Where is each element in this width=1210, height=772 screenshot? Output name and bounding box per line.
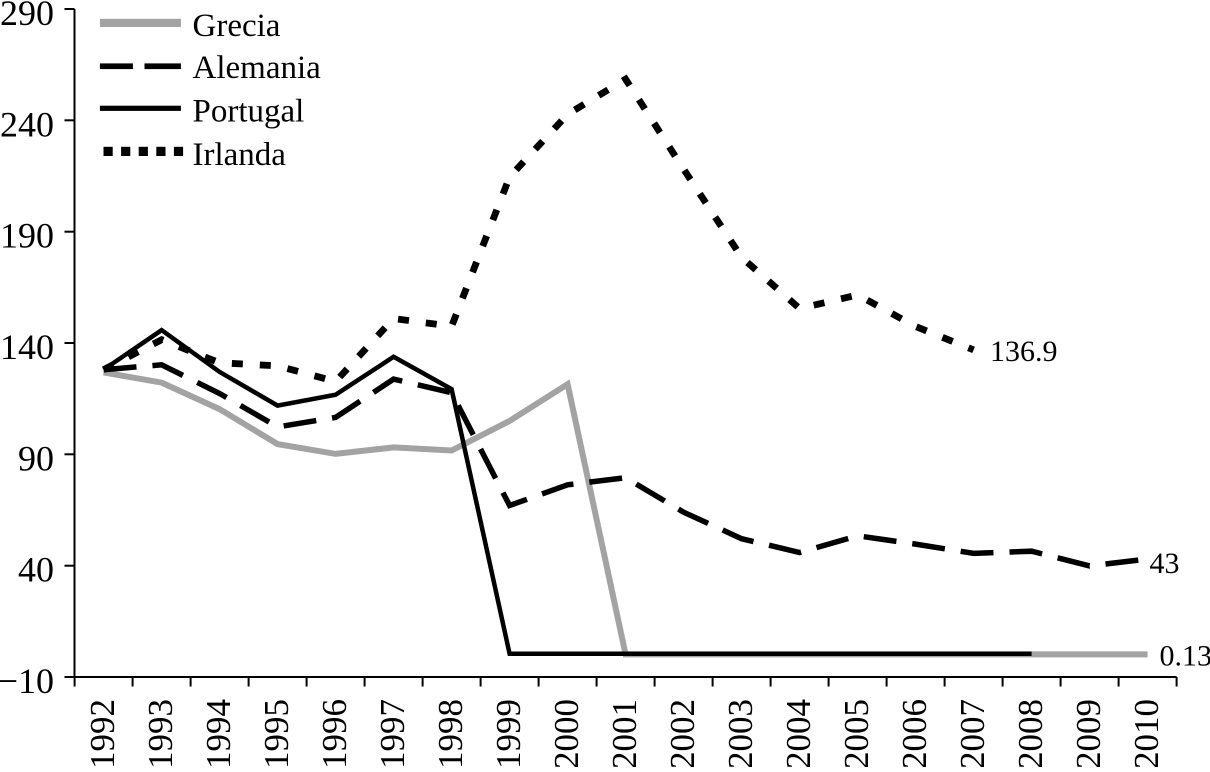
svg-text:2003: 2003 — [721, 699, 760, 767]
svg-text:190: 190 — [0, 216, 54, 256]
svg-text:43: 43 — [1150, 547, 1180, 580]
svg-text:90: 90 — [18, 438, 54, 478]
svg-text:2009: 2009 — [1069, 699, 1108, 767]
svg-text:290: 290 — [0, 0, 54, 33]
svg-text:2010: 2010 — [1127, 699, 1166, 767]
svg-text:1993: 1993 — [141, 699, 180, 767]
svg-text:1996: 1996 — [315, 699, 354, 767]
svg-text:1999: 1999 — [489, 699, 528, 767]
svg-text:−10: −10 — [0, 661, 54, 701]
svg-text:Irlanda: Irlanda — [193, 137, 287, 173]
svg-text:140: 140 — [0, 327, 54, 367]
svg-text:1994: 1994 — [199, 699, 238, 767]
svg-text:2001: 2001 — [605, 699, 644, 767]
svg-text:1992: 1992 — [83, 699, 122, 767]
svg-text:1997: 1997 — [373, 699, 412, 767]
svg-text:2002: 2002 — [663, 699, 702, 767]
svg-text:2000: 2000 — [547, 699, 586, 767]
svg-text:Alemania: Alemania — [193, 50, 322, 86]
svg-text:1995: 1995 — [257, 699, 296, 767]
svg-text:240: 240 — [0, 104, 54, 144]
svg-text:Portugal: Portugal — [193, 94, 305, 130]
svg-text:2005: 2005 — [837, 699, 876, 767]
svg-text:2007: 2007 — [953, 699, 992, 767]
svg-text:136.9: 136.9 — [990, 335, 1058, 368]
svg-text:Grecia: Grecia — [193, 8, 281, 44]
svg-text:2004: 2004 — [779, 699, 818, 767]
svg-text:0.13: 0.13 — [1160, 640, 1210, 673]
svg-text:1998: 1998 — [431, 699, 470, 767]
svg-text:40: 40 — [18, 550, 54, 590]
svg-text:2008: 2008 — [1011, 699, 1050, 767]
svg-text:2006: 2006 — [895, 699, 934, 767]
